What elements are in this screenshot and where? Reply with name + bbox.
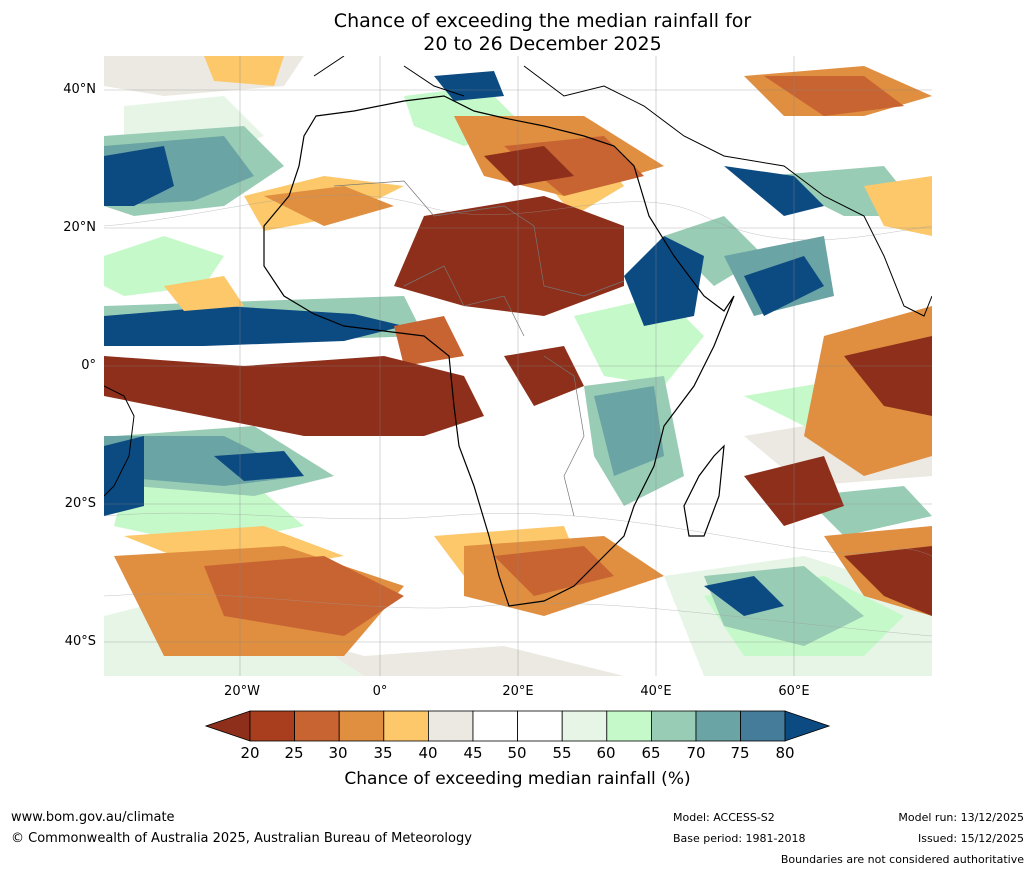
colorbar-segment: [294, 710, 340, 742]
africa-coastline: [263, 95, 735, 607]
lon-label-60e: 60°E: [778, 684, 810, 699]
lat-label-20n: 20°N: [63, 220, 96, 235]
colorbar-tick: 30: [328, 744, 348, 762]
colorbar-segment: [517, 710, 563, 742]
colorbar-low-extension: [205, 710, 251, 742]
colorbar-segment: [561, 710, 608, 742]
colorbar-tick: 45: [463, 744, 483, 762]
colorbar-tick: 70: [686, 744, 706, 762]
colorbar-tick: 55: [552, 744, 572, 762]
footer-model: Model: ACCESS-S2: [673, 811, 775, 824]
colorbar-tick: 40: [418, 744, 438, 762]
colorbar-segment: [427, 710, 474, 742]
south-america-coastline: [104, 385, 135, 497]
title-line-1: Chance of exceeding the median rainfall …: [333, 10, 752, 32]
footer-issued: Issued: 15/12/2025: [917, 832, 1024, 845]
title-line-2: 20 to 26 December 2025: [423, 33, 662, 55]
colorbar-tick: 75: [730, 744, 750, 762]
lat-label-0: 0°: [81, 358, 96, 373]
map-title: Chance of exceeding the median rainfall …: [0, 10, 1035, 56]
footer-base-period: Base period: 1981-2018: [673, 832, 806, 845]
colorbar: [205, 710, 830, 742]
lat-label-20s: 20°S: [64, 496, 96, 511]
rainfall-map: [104, 56, 932, 676]
colorbar-tick: 25: [284, 744, 304, 762]
colorbar-segment: [606, 710, 652, 742]
footer-website: www.bom.gov.au/climate: [11, 810, 175, 825]
footer-disclaimer: Boundaries are not considered authoritat…: [780, 853, 1024, 866]
colorbar-ticks: 20 25 30 35 40 45 50 55 60 65 70 75 80: [0, 744, 1035, 764]
lat-label-40n: 40°N: [63, 82, 96, 97]
colorbar-tick: 65: [641, 744, 661, 762]
colorbar-tick: 20: [240, 744, 260, 762]
footer-model-run: Model run: 13/12/2025: [898, 811, 1024, 824]
colorbar-segment: [383, 710, 429, 742]
lon-label-0: 0°: [372, 684, 388, 699]
colorbar-tick: 35: [373, 744, 393, 762]
colorbar-high-extension: [784, 710, 830, 742]
colorbar-segment: [740, 710, 786, 742]
colorbar-segment: [249, 710, 295, 742]
colorbar-tick: 50: [507, 744, 527, 762]
colorbar-tick: 60: [596, 744, 616, 762]
colorbar-segment: [338, 710, 385, 742]
lat-label-40s: 40°S: [64, 634, 96, 649]
europe-coastline: [313, 56, 932, 317]
footer-copyright: © Commonwealth of Australia 2025, Austra…: [11, 831, 472, 846]
lon-label-20w: 20°W: [224, 684, 260, 699]
colorbar-segment: [650, 710, 697, 742]
lon-label-20e: 20°E: [502, 684, 534, 699]
madagascar-coastline: [683, 444, 725, 537]
colorbar-label: Chance of exceeding median rainfall (%): [344, 769, 691, 789]
colorbar-segments: [249, 710, 786, 742]
colorbar-segment: [695, 710, 741, 742]
colorbar-segment: [472, 710, 518, 742]
colorbar-tick: 80: [775, 744, 795, 762]
lon-label-40e: 40°E: [640, 684, 672, 699]
